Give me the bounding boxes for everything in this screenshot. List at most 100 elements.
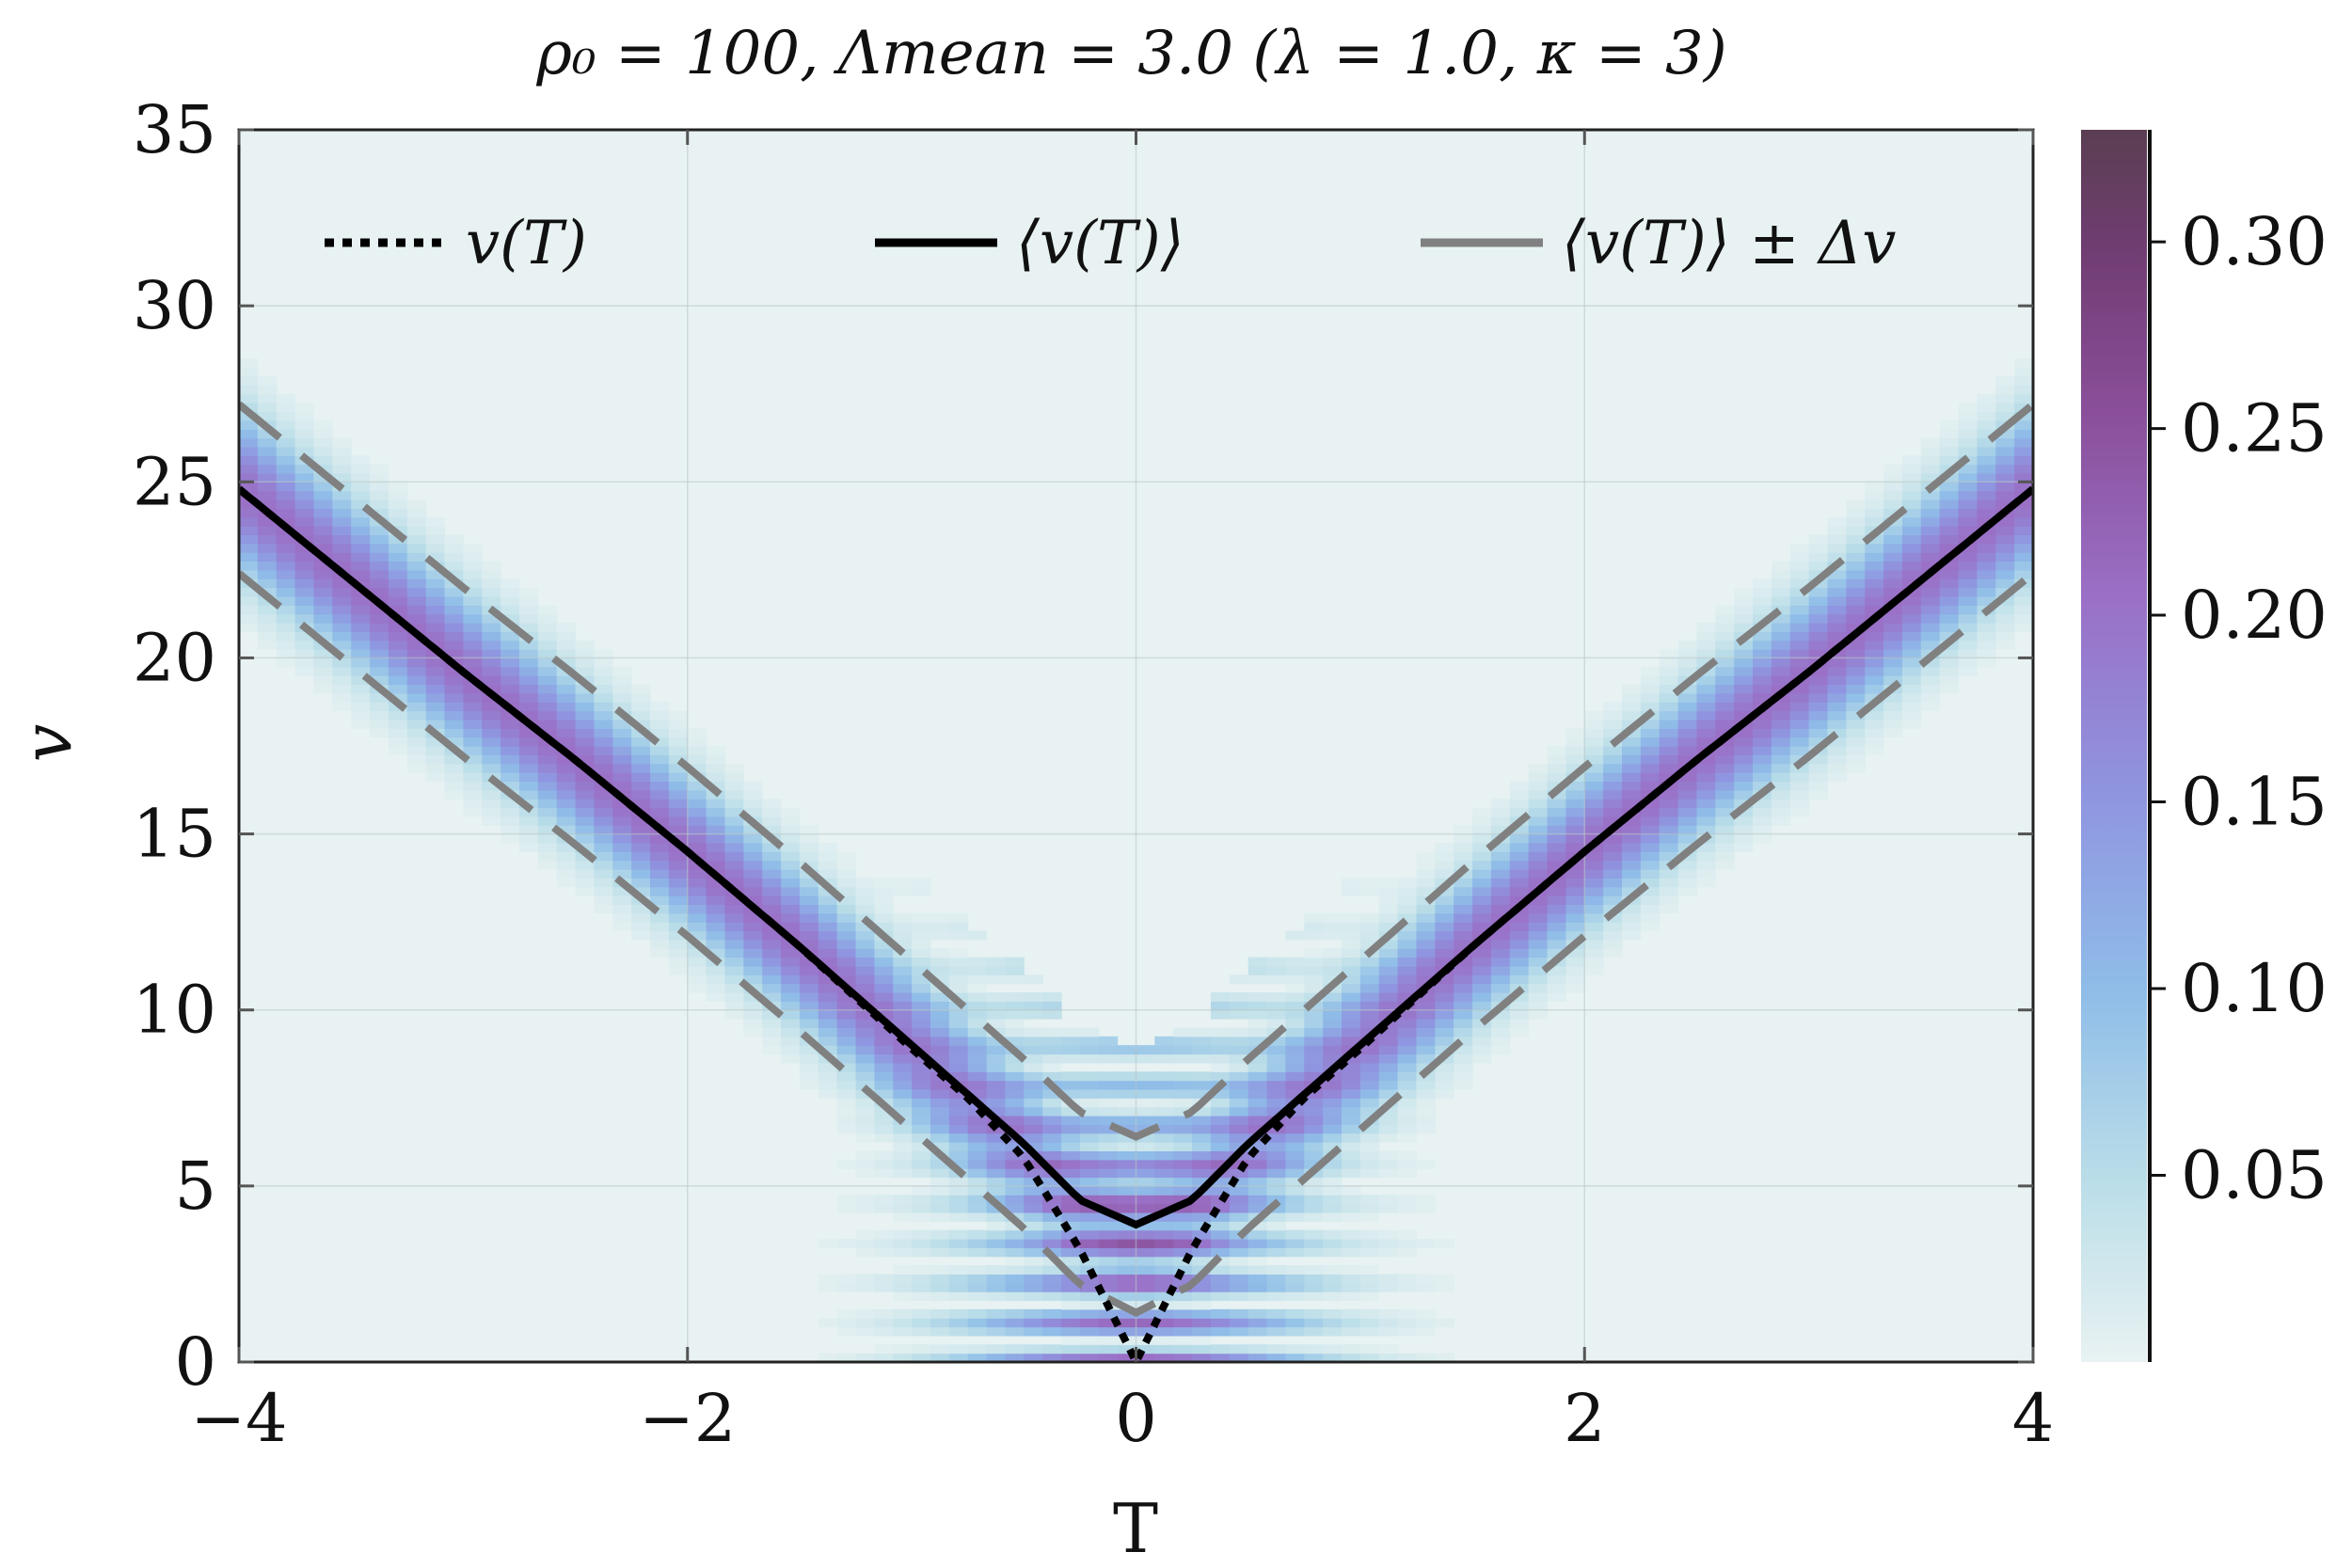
heatmap-cell <box>724 912 744 923</box>
heatmap-cell <box>818 1274 838 1284</box>
heatmap-cell <box>537 851 558 862</box>
heatmap-cell <box>294 649 315 659</box>
heatmap-cell <box>556 754 577 765</box>
heatmap-cell <box>948 948 969 958</box>
heatmap-cell <box>1939 534 1960 545</box>
heatmap-cell <box>1528 781 1549 791</box>
heatmap-cell <box>836 895 857 906</box>
heatmap-cell <box>1771 736 1791 747</box>
heatmap-cell <box>724 957 744 967</box>
heatmap-cell <box>1397 957 1418 967</box>
heatmap-cell <box>239 587 259 597</box>
heatmap-cell <box>1547 763 1566 773</box>
heatmap-cell <box>537 842 558 852</box>
heatmap-cell <box>537 789 558 800</box>
heatmap-cell <box>1192 1132 1212 1143</box>
heatmap-cell <box>1789 799 1810 809</box>
heatmap-cell <box>1192 1053 1212 1064</box>
heatmap-cell <box>967 1203 988 1213</box>
heatmap-cell <box>1098 1282 1119 1292</box>
heatmap-cell <box>1901 692 1922 703</box>
heatmap-cell <box>1136 1247 1155 1258</box>
heatmap-cell <box>612 842 632 852</box>
heatmap-cell <box>986 974 1007 985</box>
heatmap-cell <box>1435 904 1454 914</box>
heatmap-cell <box>351 595 371 606</box>
heatmap-cell <box>912 912 931 923</box>
heatmap-cell <box>351 623 371 632</box>
heatmap-cell <box>1977 587 1996 597</box>
heatmap-cell <box>668 728 689 738</box>
heatmap-cell <box>1136 1318 1155 1328</box>
heatmap-cell <box>781 957 801 967</box>
heatmap-cell <box>874 1062 894 1072</box>
heatmap-cell <box>799 1053 819 1064</box>
heatmap-cell <box>1061 1036 1081 1046</box>
heatmap-cell <box>1734 595 1754 606</box>
heatmap-cell <box>1565 974 1585 985</box>
heatmap-cell <box>1024 1036 1043 1046</box>
heatmap-cell <box>967 1116 988 1125</box>
heatmap-cell <box>724 807 744 817</box>
heatmap-cell <box>1547 983 1566 993</box>
heatmap-cell <box>1509 948 1530 958</box>
heatmap-cell <box>482 595 501 606</box>
heatmap-cell <box>687 754 707 765</box>
heatmap-cell <box>668 851 689 862</box>
heatmap-cell <box>836 1239 857 1248</box>
heatmap-cell <box>332 684 352 694</box>
heatmap-cell <box>1584 754 1604 765</box>
heatmap-cell <box>1024 974 1043 985</box>
heatmap-cell <box>1005 1001 1025 1011</box>
heatmap-cell <box>1603 754 1623 765</box>
heatmap-cell <box>1136 1088 1155 1099</box>
heatmap-cell <box>1958 499 1978 509</box>
heatmap-cell <box>444 613 464 624</box>
heatmap-cell <box>332 472 352 483</box>
heatmap-cell <box>836 1019 857 1029</box>
heatmap-cell <box>257 446 278 456</box>
heatmap-cell <box>1659 728 1679 738</box>
heatmap-cell <box>1285 1071 1305 1082</box>
heatmap-cell <box>1584 869 1604 879</box>
heatmap-cell <box>1696 675 1716 686</box>
heatmap-cell <box>1734 816 1754 826</box>
heatmap-cell <box>1024 1256 1043 1266</box>
heatmap-cell <box>1547 772 1566 783</box>
heatmap-cell <box>1359 1247 1380 1258</box>
heatmap-cell <box>1192 1088 1212 1099</box>
heatmap-cell <box>1734 842 1754 852</box>
heatmap-cell <box>706 781 726 791</box>
heatmap-cell <box>1397 930 1418 941</box>
heatmap-cell <box>1827 692 1847 703</box>
heatmap-cell <box>501 666 520 676</box>
heatmap-cell <box>257 526 278 536</box>
heatmap-cell <box>1846 692 1866 703</box>
heatmap-cell <box>893 1080 913 1090</box>
heatmap-cell <box>612 781 632 791</box>
heatmap-cell <box>239 543 259 553</box>
heatmap-cell <box>1565 807 1585 817</box>
heatmap-cell <box>930 1142 950 1152</box>
heatmap-cell <box>2014 534 2033 545</box>
heatmap-cell <box>1696 702 1716 712</box>
heatmap-cell <box>1005 992 1025 1002</box>
heatmap-cell <box>1117 1159 1137 1169</box>
heatmap-cell <box>986 1229 1007 1240</box>
heatmap-cell <box>1266 1142 1287 1152</box>
heatmap-cell <box>332 605 352 615</box>
heatmap-cell <box>986 1001 1007 1011</box>
heatmap-cell <box>406 552 427 562</box>
heatmap-cell <box>1771 649 1791 659</box>
heatmap-cell <box>762 965 782 975</box>
heatmap-cell <box>893 1132 913 1143</box>
heatmap-cell <box>1995 403 2015 413</box>
heatmap-cell <box>1117 1353 1137 1362</box>
heatmap-cell <box>948 922 969 932</box>
heatmap-cell <box>518 666 539 676</box>
heatmap-cell <box>518 640 539 650</box>
heatmap-cell <box>724 983 744 993</box>
heatmap-cell <box>967 1159 988 1169</box>
heatmap-cell <box>1397 992 1418 1002</box>
heatmap-cell <box>1042 1124 1062 1134</box>
